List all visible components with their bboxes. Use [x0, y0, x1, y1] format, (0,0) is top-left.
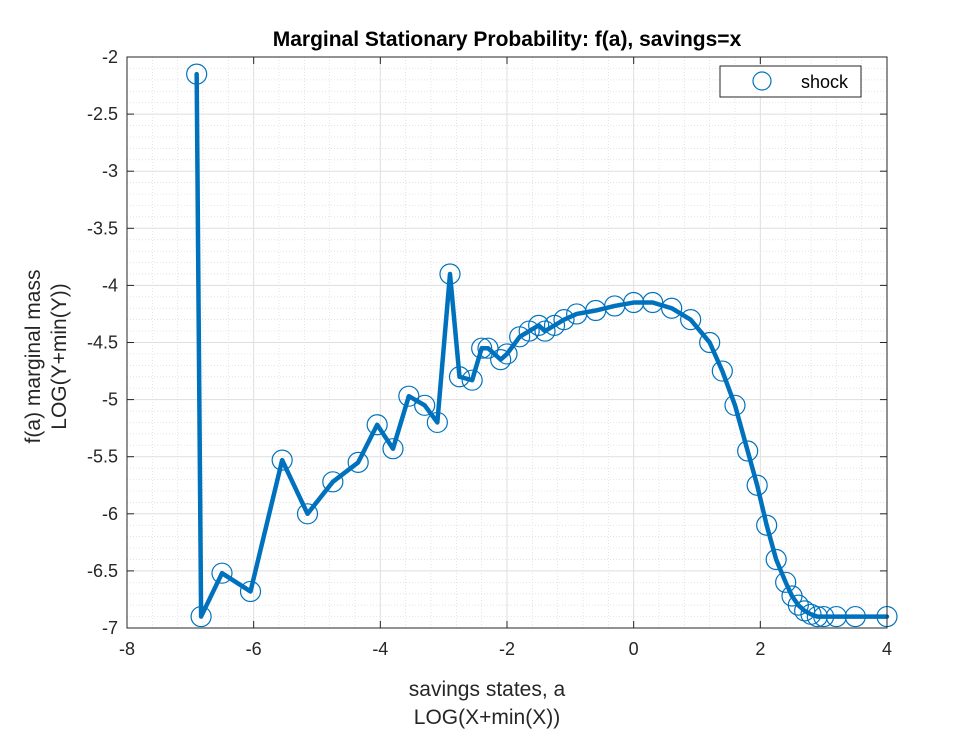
data-point [366, 414, 388, 436]
data-point [382, 438, 404, 460]
data-point [825, 605, 847, 628]
y-tick-label: -4 [102, 275, 118, 295]
y-axis-label: f(a) marginal mass [22, 270, 45, 444]
data-point [496, 343, 518, 365]
data-point [271, 449, 293, 471]
data-point [448, 366, 471, 388]
y-tick-label: -7 [102, 618, 118, 638]
data-point [490, 349, 512, 371]
data-point [794, 600, 816, 622]
data-point [813, 605, 835, 628]
data-point [426, 411, 448, 434]
ticks [126, 56, 888, 629]
x-tick-label: -6 [246, 639, 262, 659]
y-tick-label: -5.5 [87, 447, 118, 467]
data-point [239, 580, 262, 603]
data-point [711, 360, 733, 382]
y-tick-label: -5 [102, 390, 118, 410]
y-tick-label: -6 [102, 504, 118, 524]
legend-box [719, 65, 862, 98]
y-tick-label: -2.5 [87, 104, 118, 124]
data-point [553, 309, 575, 331]
data-point [844, 605, 866, 628]
data-point [746, 474, 768, 496]
data-point [775, 571, 797, 593]
data-point [680, 309, 702, 331]
y-axis-label-secondary: LOG(Y+min(Y)) [48, 283, 71, 429]
x-tick-label: -2 [499, 639, 515, 659]
chart-title: Marginal Stationary Probability: f(a), s… [273, 28, 742, 51]
y-tick-label: -3.5 [87, 218, 118, 238]
data-point [414, 394, 436, 416]
data-point [806, 605, 828, 628]
x-tick-label: -8 [119, 639, 135, 659]
data-point [347, 451, 369, 474]
data-point [661, 297, 683, 319]
data-point [756, 514, 778, 536]
legend-marker [752, 71, 772, 91]
data-point [398, 385, 420, 407]
data-point [471, 337, 493, 359]
x-tick-label: 4 [882, 639, 892, 659]
legend-entry-shock: shock [801, 72, 849, 92]
data-point [765, 548, 787, 571]
data-point [737, 440, 759, 462]
data-point [211, 562, 233, 584]
data-point [296, 503, 319, 525]
y-tick-label: -6.5 [87, 561, 118, 581]
data-point [528, 314, 550, 336]
data-point [724, 394, 746, 416]
series-layer [186, 63, 898, 628]
y-tick-label: -2 [102, 47, 118, 67]
data-point [623, 291, 645, 314]
x-tick-label: 2 [755, 639, 765, 659]
data-point [699, 331, 721, 354]
data-point [461, 369, 483, 391]
data-point [322, 471, 344, 493]
legend: shock [719, 65, 862, 98]
x-tick-label: 0 [629, 639, 639, 659]
data-point [642, 291, 664, 314]
tick-labels: -8 -6 -4 -2 0 2 4 -2 -2.5 -3 -3.5 -4 -4.5 -5 -5.5 -6 -6.… [87, 47, 892, 659]
data-point [439, 263, 461, 285]
y-tick-label: -3 [102, 161, 118, 181]
x-axis-label: savings states, a [409, 678, 566, 701]
x-axis-label-secondary: LOG(X+min(X)) [414, 706, 560, 729]
y-tick-label: -4.5 [87, 333, 118, 353]
data-point [477, 337, 499, 359]
data-point [190, 605, 212, 628]
series-line-0 [194, 71, 890, 619]
data-point [186, 63, 208, 85]
x-tick-label: -4 [372, 639, 388, 659]
